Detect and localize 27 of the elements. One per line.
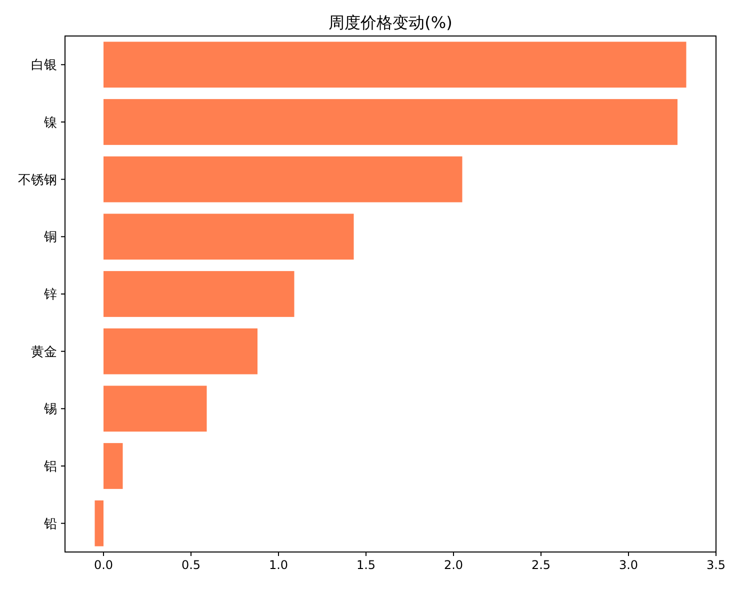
y-tick-label: 铅 [43,516,57,532]
x-tick-label: 3.5 [706,558,726,572]
x-tick-label: 3.0 [618,558,638,572]
bar [104,271,294,317]
bar [104,42,686,88]
x-tick-label: 0.5 [181,558,201,572]
y-tick-label: 不锈钢 [18,172,57,188]
bar [104,156,462,202]
y-tick-label: 锌 [43,288,57,303]
bar [104,99,678,145]
x-tick-label: 2.0 [444,558,464,572]
x-tick-label: 2.5 [531,558,551,572]
y-tick-label: 锡 [43,402,57,418]
bar [104,386,207,432]
bar [104,443,123,489]
y-tick-label: 铜 [43,230,57,246]
y-tick-label: 黄金 [31,344,57,360]
x-tick-label: 1.5 [356,558,376,572]
y-tick-label: 铝 [43,460,57,475]
bar [104,328,258,374]
chart-title: 周度价格变动(%) [328,13,452,32]
bar [104,214,354,260]
y-tick-label: 白银 [31,58,57,74]
bar [94,500,104,546]
y-tick-label: 镍 [43,116,57,131]
x-tick-label: 1.0 [268,558,288,572]
x-tick-label: 0.0 [94,558,114,572]
